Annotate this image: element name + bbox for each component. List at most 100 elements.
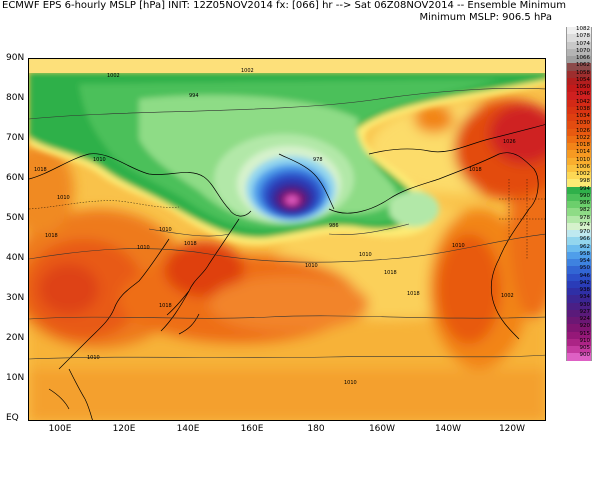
lat-label-80n: 80N <box>6 93 25 103</box>
legend-swatch: 924 <box>566 316 592 325</box>
legend-swatch: 1002 <box>566 171 592 180</box>
mslp-field: 1002 1002 994 986 978 1018 1010 1010 101… <box>29 59 545 420</box>
legend-level-label: 1034 <box>576 113 590 119</box>
legend-swatch: 905 <box>566 345 592 354</box>
legend-level-label: 915 <box>579 330 591 337</box>
isobars <box>29 88 545 360</box>
contour-label: 1010 <box>87 355 100 361</box>
legend-swatch: 1026 <box>566 127 592 136</box>
legend-level-label: 978 <box>579 214 591 221</box>
legend-level-label: 1022 <box>576 134 590 141</box>
legend-level-label: 1018 <box>576 142 590 148</box>
lat-label-70n: 70N <box>6 133 25 143</box>
legend-level-label: 994 <box>579 185 591 192</box>
lon-label-160w: 160W <box>368 424 396 434</box>
legend-level-label: 982 <box>579 207 591 214</box>
arctic-band <box>29 59 545 73</box>
contour-label: 1002 <box>501 293 514 299</box>
contour-label-group: 1002 1002 994 986 978 1018 1010 1010 101… <box>34 68 516 386</box>
lon-label-140w: 140W <box>434 424 462 434</box>
aleutian-low <box>29 69 545 245</box>
lon-label-180: 180 <box>307 424 325 434</box>
legend-level-label: 1006 <box>576 163 590 170</box>
contour-label: 1018 <box>407 291 420 297</box>
lon-label-100e: 100E <box>48 424 72 434</box>
minimum-mslp-readout: Minimum MSLP: 906.5 hPa <box>419 12 553 23</box>
legend-level-label: 905 <box>579 345 591 351</box>
legend-swatch: 1022 <box>566 134 592 143</box>
legend-level-label: 986 <box>579 200 591 206</box>
legend-swatch: 1046 <box>566 91 592 100</box>
contour-label: 1018 <box>159 303 172 309</box>
legend-swatch: 982 <box>566 207 592 216</box>
legend-level-label: 920 <box>579 323 591 330</box>
legend-level-label: 966 <box>579 236 591 243</box>
legend-level-label: 1074 <box>576 40 590 47</box>
legend-level-label: 1050 <box>576 84 590 90</box>
legend-level-label: 1058 <box>576 69 590 76</box>
coastlines <box>29 124 545 420</box>
legend-level-label: 1002 <box>576 171 590 177</box>
legend-level-label: 950 <box>579 265 591 272</box>
legend-level-label: 938 <box>579 287 591 293</box>
legend-swatch: 1066 <box>566 55 592 64</box>
lon-label-120e: 120E <box>112 424 136 434</box>
lat-label-60n: 60N <box>6 173 25 183</box>
legend-level-label: 1042 <box>576 98 590 105</box>
legend-level-label: 1078 <box>576 33 590 40</box>
lat-label-40n: 40N <box>6 253 25 263</box>
legend-level-label: 1010 <box>576 156 590 163</box>
legend-swatch: 900 <box>566 352 592 361</box>
contour-label: 1010 <box>93 157 106 163</box>
legend-swatch: 978 <box>566 214 592 223</box>
legend-swatch: 934 <box>566 294 592 303</box>
legend-swatch: 1082 <box>566 26 592 35</box>
legend-swatch: 1070 <box>566 47 592 56</box>
pressure-legend: 1082 1078 1074 1070 1066 1062 1058 1054 1050 1046… <box>566 26 592 361</box>
legend-level-label: 1054 <box>576 76 590 83</box>
lat-label-50n: 50N <box>6 213 25 223</box>
legend-level-label: 1046 <box>576 91 590 98</box>
legend-level-label: 962 <box>579 243 591 250</box>
legend-level-label: 910 <box>579 337 591 344</box>
legend-level-label: 1026 <box>576 127 590 134</box>
legend-swatch: 986 <box>566 200 592 209</box>
legend-swatch: 994 <box>566 185 592 194</box>
contour-label: 1002 <box>107 73 120 79</box>
legend-swatch: 1074 <box>566 40 592 49</box>
legend-level-label: 930 <box>579 301 591 308</box>
legend-swatch: 970 <box>566 229 592 238</box>
contour-label: 1018 <box>34 167 47 173</box>
lat-label-eq: EQ <box>6 413 19 423</box>
legend-swatch: 1034 <box>566 113 592 122</box>
contour-label: 986 <box>329 223 339 229</box>
legend-swatch: 958 <box>566 251 592 259</box>
contour-label: 1018 <box>384 270 397 276</box>
legend-level-label: 1062 <box>576 62 590 69</box>
legend-swatch: 915 <box>566 330 592 339</box>
contour-label: 1018 <box>184 241 197 247</box>
contour-label: 1018 <box>45 233 58 239</box>
contour-label: 978 <box>313 157 323 163</box>
legend-swatch: 954 <box>566 258 592 267</box>
legend-swatch: 942 <box>566 279 592 288</box>
legend-level-label: 1066 <box>576 55 590 61</box>
legend-swatch: 1078 <box>566 33 592 42</box>
contour-label: 1002 <box>241 68 254 74</box>
contour-label: 1010 <box>359 252 372 258</box>
legend-level-label: 970 <box>579 229 591 235</box>
legend-level-label: 974 <box>579 221 591 228</box>
legend-swatch: 950 <box>566 265 592 274</box>
legend-swatch: 938 <box>566 287 592 296</box>
legend-level-label: 1070 <box>576 47 590 54</box>
legend-level-label: 954 <box>579 258 591 264</box>
legend-swatch: 962 <box>566 243 592 252</box>
legend-swatch: 1062 <box>566 62 592 71</box>
legend-swatch: 1006 <box>566 163 592 172</box>
legend-swatch: 998 <box>566 178 592 187</box>
legend-level-label: 942 <box>579 279 591 286</box>
legend-swatch: 1042 <box>566 98 592 107</box>
legend-swatch: 1010 <box>566 156 592 165</box>
contour-label: 1026 <box>503 139 516 145</box>
contour-label: 994 <box>189 93 199 99</box>
